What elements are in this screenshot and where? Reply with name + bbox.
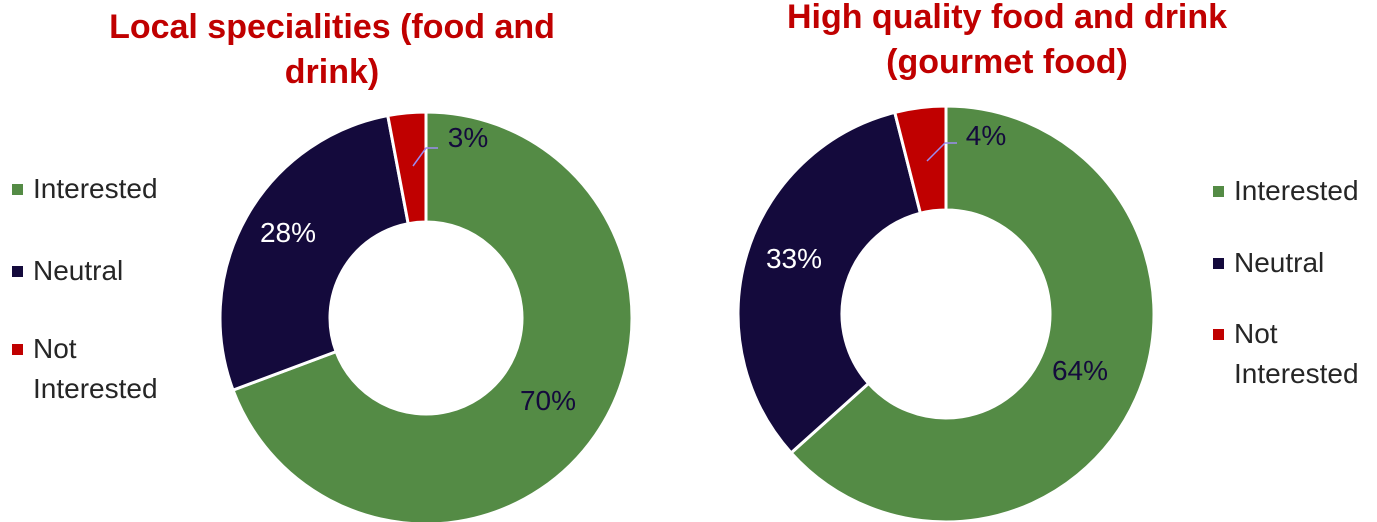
chart-title-line-2: drink) xyxy=(285,53,379,91)
chart-title-line-2: (gourmet food) xyxy=(886,43,1128,81)
legend-label-not-interested: Not xyxy=(1234,318,1278,349)
legend-label-interested: Interested xyxy=(1234,175,1359,206)
legend-label-not-interested: Interested xyxy=(1234,358,1359,389)
legend-local-specialities: Interested Neutral Not Interested xyxy=(12,173,158,404)
data-label-neutral: 28% xyxy=(260,217,316,248)
data-label-not-interested: 4% xyxy=(966,120,1006,151)
legend-swatch-neutral xyxy=(1213,258,1224,269)
legend-label-neutral: Neutral xyxy=(1234,247,1324,278)
data-label-interested: 70% xyxy=(520,385,576,416)
chart-title-line-1: Local specialities (food and xyxy=(109,8,555,46)
legend-swatch-not-interested xyxy=(12,344,23,355)
legend-label-neutral: Neutral xyxy=(33,255,123,286)
data-label-not-interested: 3% xyxy=(448,122,488,153)
legend-swatch-interested xyxy=(1213,186,1224,197)
legend-label-not-interested: Not xyxy=(33,333,77,364)
legend-swatch-interested xyxy=(12,184,23,195)
donut-local-specialities xyxy=(220,112,632,522)
legend-swatch-neutral xyxy=(12,266,23,277)
donut-high-quality-food xyxy=(738,106,1154,522)
data-label-interested: 64% xyxy=(1052,355,1108,386)
legend-high-quality-food: Interested Neutral Not Interested xyxy=(1213,175,1359,389)
legend-label-interested: Interested xyxy=(33,173,158,204)
legend-swatch-not-interested xyxy=(1213,329,1224,340)
chart-title-line-1: High quality food and drink xyxy=(787,0,1227,36)
chart-local-specialities: Local specialities (food and drink) 70% 2… xyxy=(12,8,632,522)
chart-high-quality-food: High quality food and drink (gourmet foo… xyxy=(738,0,1359,522)
data-label-neutral: 33% xyxy=(766,243,822,274)
slice-neutral xyxy=(220,116,408,391)
legend-label-not-interested: Interested xyxy=(33,373,158,404)
